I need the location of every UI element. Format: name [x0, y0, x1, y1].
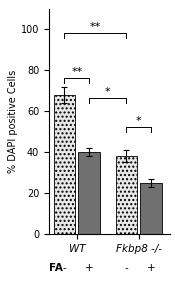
Y-axis label: % DAPI positive Cells: % DAPI positive Cells: [8, 70, 18, 173]
Bar: [78, 152, 100, 234]
Text: *: *: [136, 116, 142, 126]
Text: -: -: [63, 262, 66, 273]
Text: -: -: [125, 262, 128, 273]
Text: **: **: [71, 67, 82, 77]
Text: FA: FA: [49, 262, 63, 273]
Bar: [54, 95, 75, 234]
Bar: [116, 156, 137, 234]
Text: +: +: [85, 262, 94, 273]
Text: +: +: [147, 262, 155, 273]
Text: *: *: [105, 87, 111, 98]
Text: **: **: [90, 22, 101, 32]
Bar: [140, 183, 162, 234]
